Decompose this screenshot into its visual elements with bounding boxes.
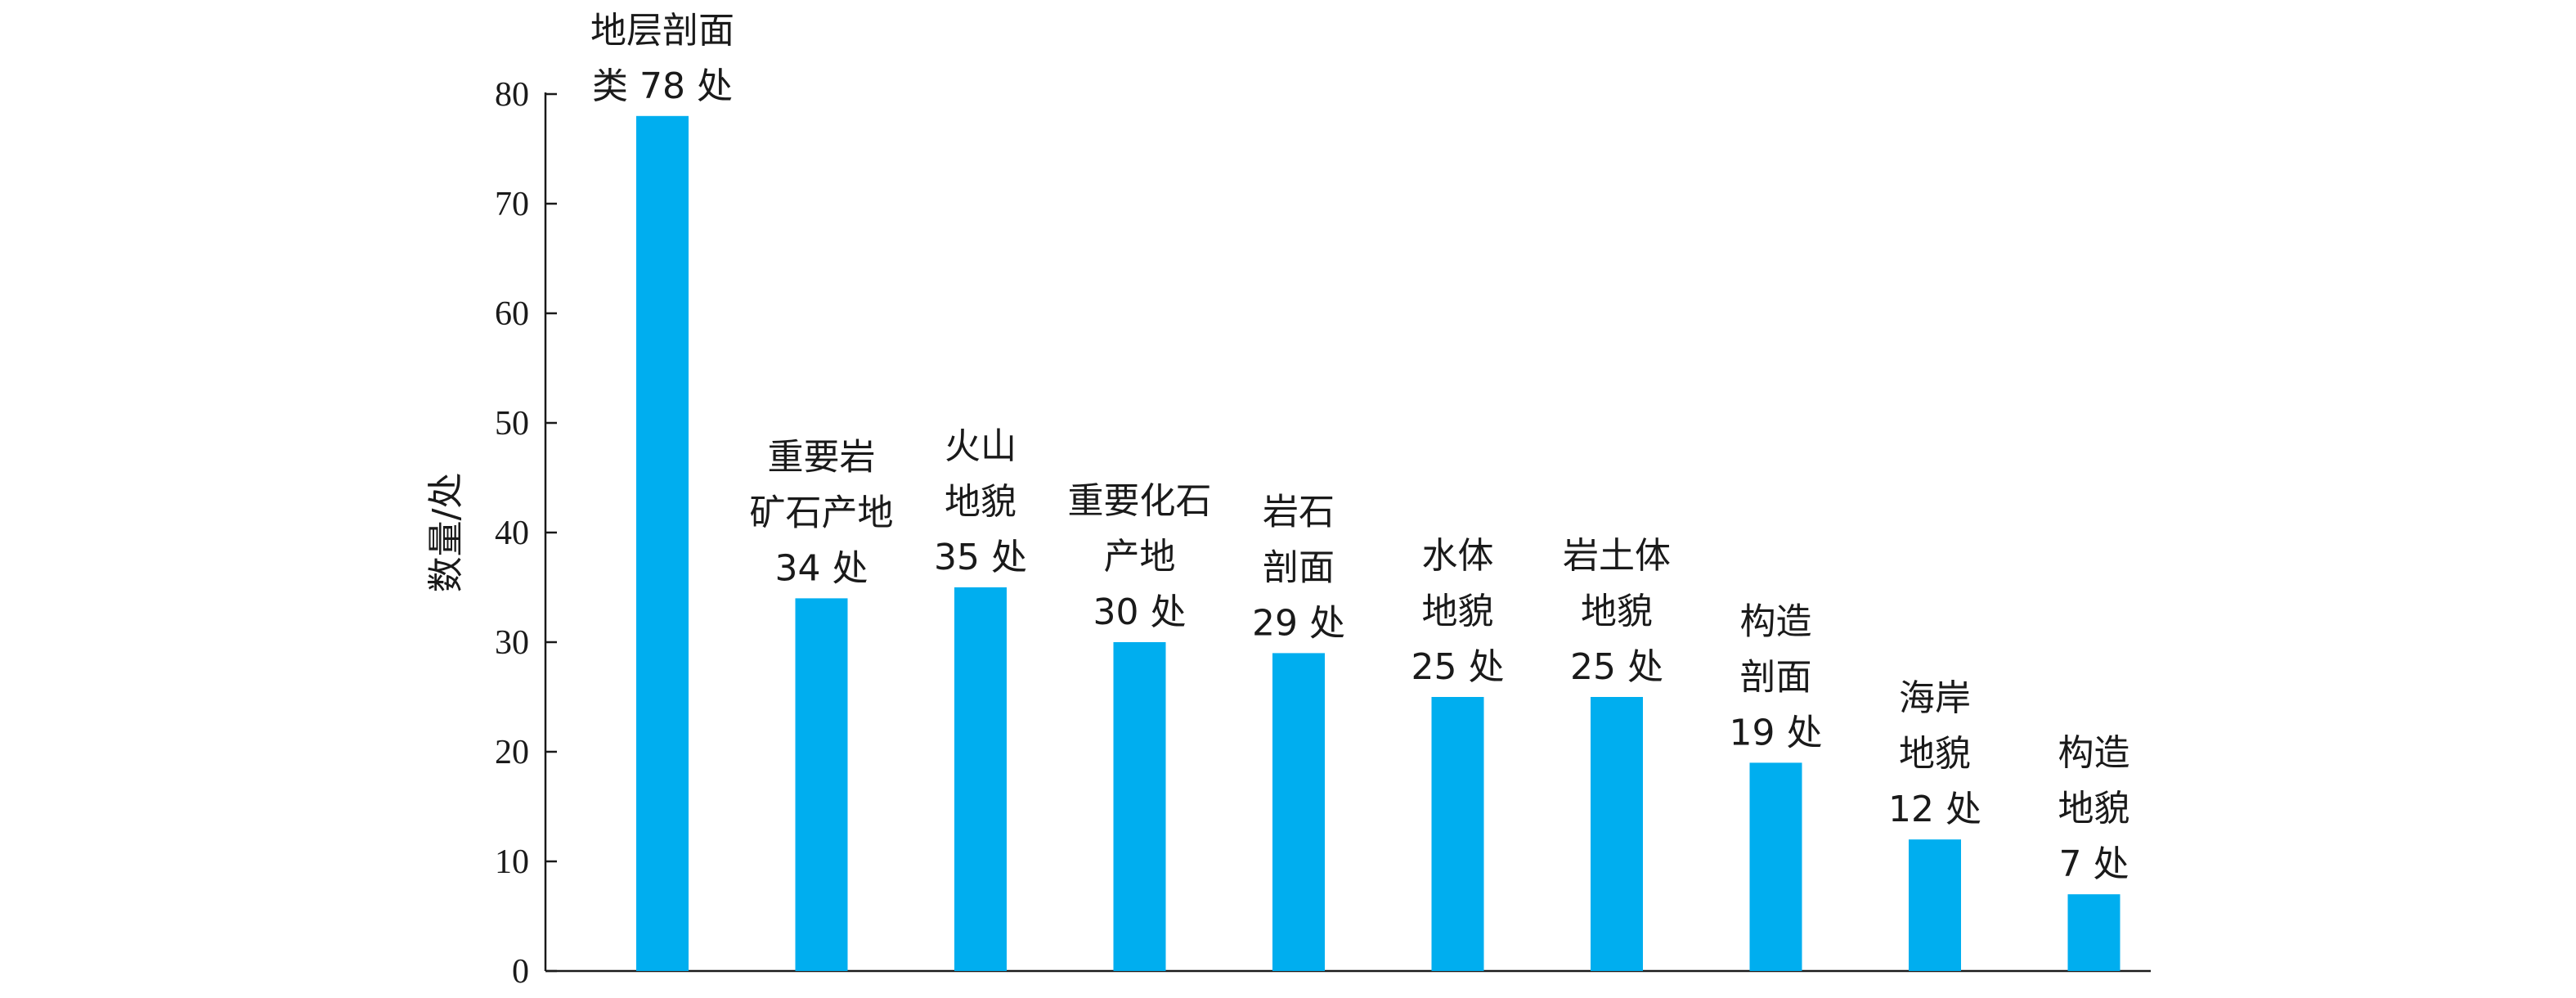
bar-data-label: 类 78 处 (592, 65, 733, 107)
bar-data-label: 重要岩 (768, 436, 876, 478)
bar-data-label: 34 处 (775, 547, 868, 589)
bar (1909, 839, 1961, 971)
bar-data-label: 19 处 (1730, 712, 1823, 753)
bar-data-label: 7 处 (2059, 843, 2129, 885)
bars (636, 115, 2120, 971)
y-axis: 0 10 20 30 40 50 60 70 80 (495, 76, 557, 991)
y-tick-label: 0 (512, 953, 529, 991)
bar (1749, 762, 1802, 971)
y-tick-label: 60 (495, 295, 529, 333)
y-tick-label: 50 (495, 405, 529, 443)
y-tick-label: 80 (495, 76, 529, 114)
bar (1113, 642, 1166, 971)
bar-data-label: 重要化石 (1068, 480, 1212, 522)
bar-data-label: 岩土体 (1563, 535, 1671, 577)
bar-data-label: 产地 (1104, 536, 1176, 578)
y-axis-title: 数量/处 (425, 473, 467, 593)
bar (1272, 653, 1325, 971)
bar-data-label: 剖面 (1740, 656, 1812, 698)
bar-data-label: 岩石 (1263, 491, 1335, 533)
bar-data-label: 构造 (2058, 732, 2130, 774)
bar-data-label: 地貌 (2058, 788, 2130, 829)
bar-data-label: 剖面 (1263, 546, 1335, 588)
bar-data-label: 地貌 (1581, 591, 1653, 632)
bar-data-label: 地貌 (1899, 733, 1971, 775)
y-tick-label: 70 (495, 186, 529, 223)
bar-data-label: 水体 (1422, 535, 1494, 577)
bar-data-label: 地貌 (1422, 591, 1494, 632)
y-tick-label: 30 (495, 624, 529, 662)
bar-data-label: 12 处 (1888, 789, 1981, 830)
bar-data-label: 29 处 (1252, 602, 1345, 644)
bar-data-label: 35 处 (934, 537, 1027, 578)
bar-data-label: 25 处 (1411, 646, 1505, 688)
bar (2067, 894, 2120, 971)
bar-data-label: 25 处 (1570, 646, 1663, 688)
bar (954, 587, 1007, 971)
bar-data-label: 海岸 (1899, 677, 1971, 719)
bar-data-label: 构造 (1740, 600, 1812, 642)
bar-data-label: 地层剖面 (590, 10, 734, 52)
y-tick-label: 40 (495, 515, 529, 552)
bar (636, 115, 689, 971)
bar-data-label: 30 处 (1093, 591, 1187, 633)
bar (1591, 697, 1643, 971)
bar (795, 598, 848, 971)
y-tick-label: 10 (495, 843, 529, 881)
bar (1431, 697, 1484, 971)
bar-data-label: 火山 (945, 425, 1016, 467)
bar-data-label: 地貌 (945, 481, 1016, 523)
bar-data-label: 矿石产地 (750, 492, 894, 533)
y-tick-label: 20 (495, 734, 529, 771)
